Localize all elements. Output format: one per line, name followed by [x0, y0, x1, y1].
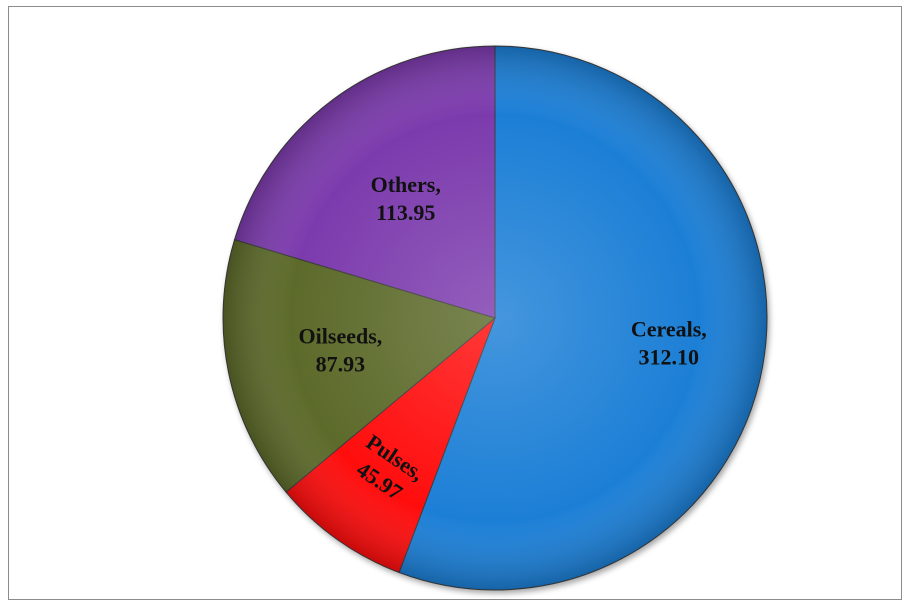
slice-label-oilseeds: Oilseeds, 87.93	[299, 324, 383, 377]
slice-label-cereals: Cereals, 312.10	[631, 316, 707, 369]
pie-shading	[223, 46, 767, 590]
slice-label-others: Others, 113.95	[371, 172, 441, 225]
